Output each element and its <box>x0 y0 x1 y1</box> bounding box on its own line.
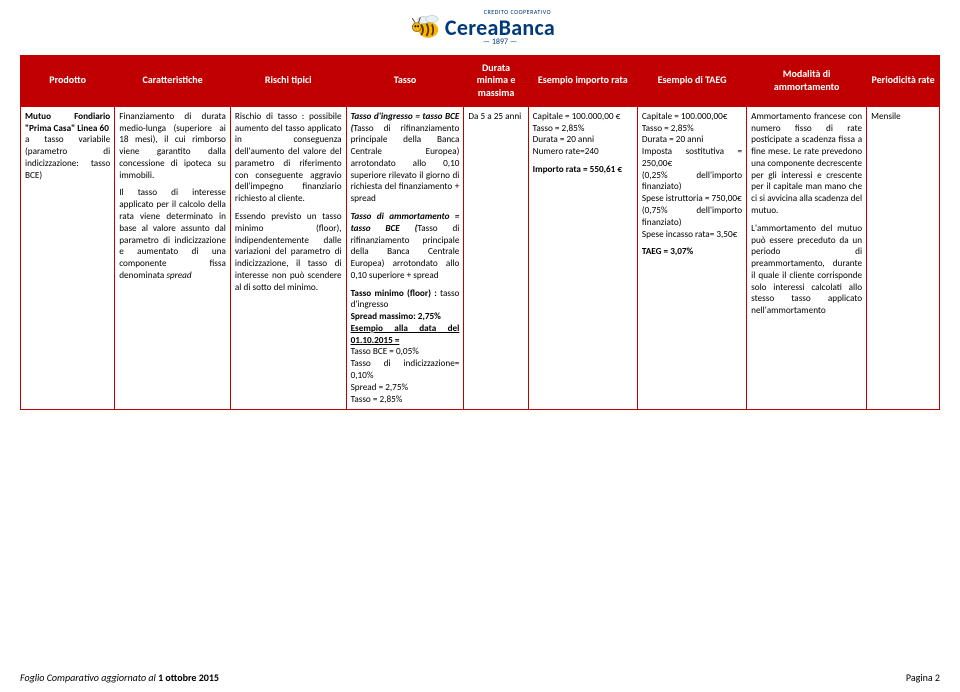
etag-taeg: TAEG = 3,07% <box>642 246 742 258</box>
footer-left-a: Foglio Comparativo aggiornato al <box>20 671 158 684</box>
mod-p1: Ammortamento francese con numero fisso d… <box>751 111 862 216</box>
col-periodicita: Periodicità rate <box>867 55 940 106</box>
etag-3: Durata = 20 anni <box>642 134 742 146</box>
logo-header: CREDITO COOPERATIVO CereaBanca — 1897 — <box>20 8 940 49</box>
col-modalita: Modalità di ammortamento <box>747 55 867 106</box>
tasso-es3: Spread = 2,75% <box>351 382 460 394</box>
tasso-min-label: Tasso minimo (floor) : <box>351 288 440 299</box>
tasso-ammort: Tasso di ammortamento = tasso BCE (Tasso… <box>351 211 460 282</box>
col-tasso: Tasso <box>346 55 464 106</box>
caratt-spread: spread <box>166 270 191 281</box>
cell-esempio-importo: Capitale = 100.000,00 € Tasso = 2,85% Du… <box>528 106 637 409</box>
rischi-p1: Rischio di tasso : possibile aumento del… <box>235 111 342 204</box>
bee-icon <box>405 12 441 44</box>
caratt-p2: Il tasso di interesse applicato per il c… <box>119 187 226 281</box>
tasso-es2: Tasso di indicizzazione= 0,10% <box>351 358 460 382</box>
col-caratteristiche: Caratteristiche <box>115 55 231 106</box>
footer-left: Foglio Comparativo aggiornato al 1 ottob… <box>20 671 219 684</box>
cell-esempio-taeg: Capitale = 100.000,00€ Tasso = 2,85% Dur… <box>637 106 746 409</box>
cell-prodotto: Mutuo Fondiario "Prima Casa" Linea 60 a … <box>21 106 115 409</box>
logo: CREDITO COOPERATIVO CereaBanca — 1897 — <box>405 8 555 47</box>
col-esempio-importo: Esempio importo rata <box>528 55 637 106</box>
etag-5: (0,25% dell'importo finanziato) <box>642 170 742 194</box>
rischi-p2: Essendo previsto un tasso minimo (floor)… <box>235 211 342 293</box>
product-name: Mutuo Fondiario "Prima Casa" Linea 60 <box>25 111 110 134</box>
eimp-3: Durata = 20 anni <box>533 134 633 146</box>
col-rischi: Rischi tipici <box>230 55 346 106</box>
product-sub: a tasso variabile (parametro di indicizz… <box>25 134 110 180</box>
cell-caratteristiche: Finanziamento di durata medio-lunga (sup… <box>115 106 231 409</box>
caratt-p2a: Il tasso di interesse applicato per il c… <box>119 187 226 280</box>
tasso-spread: Spread massimo: 2,75% <box>351 311 460 323</box>
logo-year: 1897 <box>492 37 508 47</box>
eimp-4: Numero rate=240 <box>533 146 633 158</box>
caratt-p1: Finanziamento di durata medio-lunga (sup… <box>119 111 226 181</box>
etag-4: Imposta sostitutiva = 250,00€ <box>642 146 742 170</box>
eimp-rata: Importo rata = 550,61 € <box>533 164 633 176</box>
tasso-es4: Tasso = 2,85% <box>351 394 460 406</box>
cell-periodicita: Mensile <box>867 106 940 409</box>
mod-p2: L'ammortamento del mutuo può essere prec… <box>751 223 862 317</box>
etag-6: Spese istruttoria = 750,00€ <box>642 193 742 205</box>
footer-page: Pagina 2 <box>906 671 940 684</box>
etag-8: Spese incasso rata= 3,50€ <box>642 229 742 241</box>
table-row: Mutuo Fondiario "Prima Casa" Linea 60 a … <box>21 106 940 409</box>
cell-modalita: Ammortamento francese con numero fisso d… <box>747 106 867 409</box>
etag-2: Tasso = 2,85% <box>642 123 742 135</box>
etag-1: Capitale = 100.000,00€ <box>642 111 742 123</box>
etag-7: (0,75% dell'importo finanziato) <box>642 205 742 229</box>
cell-tasso: Tasso d'ingresso = tasso BCE (Tasso di r… <box>346 106 464 409</box>
cell-durata: Da 5 a 25 anni <box>464 106 528 409</box>
product-table: Prodotto Caratteristiche Rischi tipici T… <box>20 55 940 411</box>
tasso-esempio-head: Esempio alla data del 01.10.2015 = <box>351 323 460 347</box>
footer-left-b: 1 ottobre 2015 <box>158 671 219 684</box>
tasso-min: Tasso minimo (floor) : tasso d'ingresso <box>351 288 460 312</box>
tasso-es1: Tasso BCE = 0,05% <box>351 346 460 358</box>
col-prodotto: Prodotto <box>21 55 115 106</box>
col-esempio-taeg: Esempio di TAEG <box>637 55 746 106</box>
eimp-1: Capitale = 100.000,00 € <box>533 111 633 123</box>
page-footer: Foglio Comparativo aggiornato al 1 ottob… <box>20 671 940 684</box>
logo-since: — 1897 — <box>483 37 517 47</box>
tasso-ingresso: Tasso d'ingresso = tasso BCE (Tasso di r… <box>351 111 460 204</box>
table-header-row: Prodotto Caratteristiche Rischi tipici T… <box>21 55 940 106</box>
eimp-2: Tasso = 2,85% <box>533 123 633 135</box>
col-durata: Durata minima e massima <box>464 55 528 106</box>
tasso-t1: Tasso di rifinanziamento principale dell… <box>351 123 460 205</box>
cell-rischi: Rischio di tasso : possibile aumento del… <box>230 106 346 409</box>
